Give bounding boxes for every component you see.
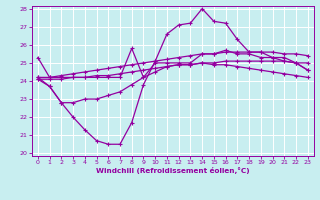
X-axis label: Windchill (Refroidissement éolien,°C): Windchill (Refroidissement éolien,°C)	[96, 167, 250, 174]
